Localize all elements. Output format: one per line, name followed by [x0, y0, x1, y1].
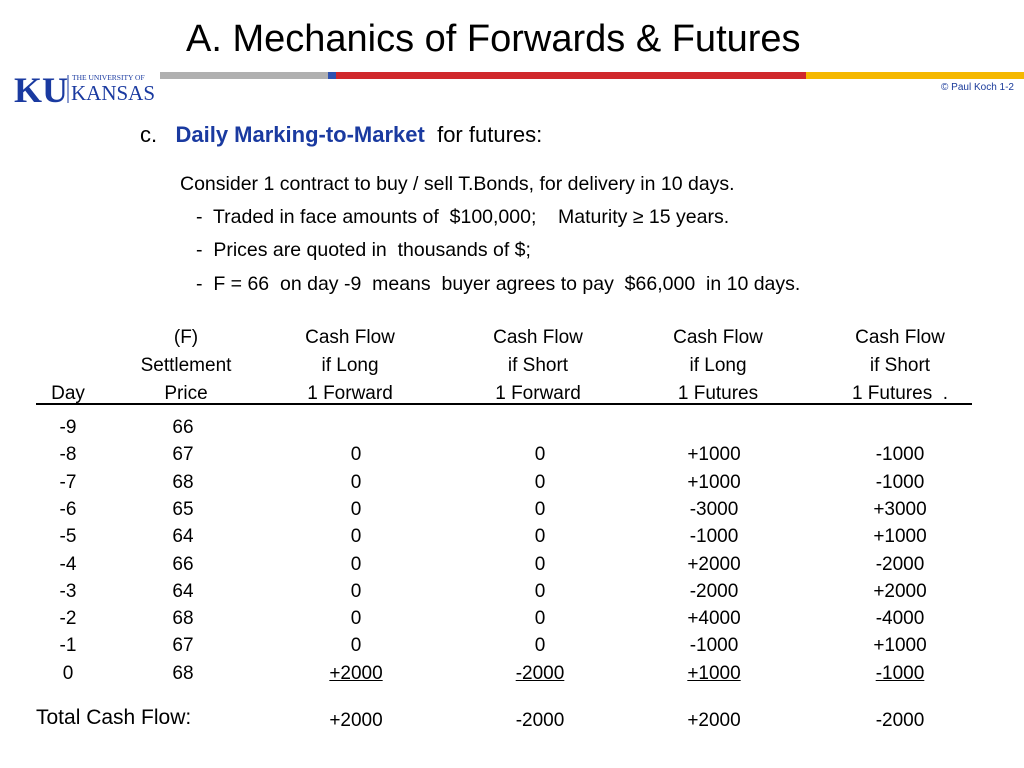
- ku-logo-line2: KANSAS: [71, 81, 154, 105]
- cell-day: -9: [59, 417, 77, 438]
- section-heading: c. Daily Marking-to-Market for futures:: [140, 122, 542, 148]
- rule-yellow-segment: [806, 72, 1024, 79]
- cell-short-forward: 0: [534, 580, 546, 602]
- cell-price: 65: [172, 498, 194, 520]
- cell-short-forward: 0: [534, 608, 546, 630]
- header-price: Price: [164, 383, 208, 404]
- cell-day: -7: [59, 471, 77, 493]
- cell-short-forward: 0: [534, 526, 546, 548]
- cell-short-futures: +1000: [873, 526, 927, 548]
- cell-short-futures: -1000: [875, 662, 925, 684]
- cell-price: 64: [172, 526, 194, 548]
- cell-price: 67: [172, 635, 194, 657]
- cell-short-forward: -2000: [515, 662, 565, 684]
- rule-blue-segment: [328, 72, 336, 79]
- title-rule: [160, 72, 1024, 79]
- cell-long-futures: +1000: [687, 471, 741, 493]
- cell-short-forward: 0: [534, 498, 546, 520]
- total-short-forward: -2000: [515, 710, 565, 731]
- header-short-forward: if Short: [507, 355, 569, 376]
- header-long-futures: if Long: [689, 355, 747, 376]
- cell-long-forward: 0: [350, 526, 362, 548]
- cell-day: -3: [59, 580, 77, 602]
- section-highlight: Daily Marking-to-Market: [175, 122, 425, 147]
- cell-day: -2: [59, 608, 77, 630]
- ku-logo-mark: KU: [14, 70, 68, 107]
- header-short-forward: Cash Flow: [493, 327, 583, 348]
- cell-long-forward: 0: [350, 608, 362, 630]
- cell-long-futures: +4000: [687, 608, 741, 630]
- ku-logo: KU THE UNIVERSITY OF KANSAS: [14, 70, 154, 107]
- cell-short-forward: 0: [534, 471, 546, 493]
- cell-day: -6: [59, 498, 77, 520]
- cell-day: -5: [59, 526, 77, 548]
- total-long-futures: +2000: [687, 710, 741, 731]
- total-cash-flow-label: Total Cash Flow:: [36, 706, 192, 729]
- header-short-forward: 1 Forward: [495, 383, 581, 404]
- header-long-futures: 1 Futures: [677, 383, 759, 404]
- cell-short-futures: -1000: [875, 444, 925, 466]
- cell-day: -1: [59, 635, 77, 657]
- rule-gray-segment: [160, 72, 328, 79]
- header-long-futures: Cash Flow: [673, 327, 763, 348]
- header-price: Settlement: [140, 355, 232, 376]
- cell-long-forward: 0: [350, 635, 362, 657]
- cell-long-forward: 0: [350, 444, 362, 466]
- section-rest: for futures:: [424, 122, 543, 147]
- cell-long-futures: +1000: [687, 662, 741, 684]
- header-long-forward: if Long: [321, 355, 379, 376]
- header-price: (F): [173, 327, 199, 348]
- header-short-futures: 1 Futures .: [851, 383, 949, 404]
- total-long-forward: +2000: [329, 710, 383, 731]
- intro-bullet: - Prices are quoted in thousands of $;: [196, 239, 531, 261]
- cell-short-futures: +3000: [873, 498, 927, 520]
- cell-long-forward: 0: [350, 553, 362, 575]
- cell-price: 68: [172, 471, 194, 493]
- total-short-futures: -2000: [875, 710, 925, 731]
- cell-short-futures: -1000: [875, 471, 925, 493]
- slide-title: A. Mechanics of Forwards & Futures: [186, 18, 801, 60]
- section-letter: c.: [140, 122, 158, 147]
- header-long-forward: Cash Flow: [305, 327, 395, 348]
- cell-price: 68: [172, 608, 194, 630]
- cell-short-futures: +1000: [873, 635, 927, 657]
- cell-long-futures: +1000: [687, 444, 741, 466]
- cell-short-forward: 0: [534, 635, 546, 657]
- cell-long-futures: -1000: [689, 635, 739, 657]
- cell-price: 66: [172, 417, 194, 438]
- cell-long-forward: 0: [350, 498, 362, 520]
- cell-day: -8: [59, 444, 77, 466]
- cell-long-futures: -1000: [689, 526, 739, 548]
- header-long-forward: 1 Forward: [307, 383, 393, 404]
- cell-short-futures: -4000: [875, 608, 925, 630]
- cell-short-futures: +2000: [873, 580, 927, 602]
- intro-bullet: - Traded in face amounts of $100,000; Ma…: [196, 206, 730, 228]
- cell-long-futures: +2000: [687, 553, 741, 575]
- ku-logo-line1: THE UNIVERSITY OF: [72, 73, 145, 82]
- cell-long-forward: +2000: [329, 662, 383, 684]
- intro-line: Consider 1 contract to buy / sell T.Bond…: [180, 173, 735, 195]
- cell-day: 0: [62, 662, 74, 684]
- cell-price: 67: [172, 444, 194, 466]
- cell-short-futures: -2000: [875, 553, 925, 575]
- cell-price: 68: [172, 662, 194, 684]
- rule-red-segment: [336, 72, 806, 79]
- cell-long-forward: 0: [350, 471, 362, 493]
- copyright-credit: © Paul Koch 1-2: [941, 82, 1014, 93]
- cell-long-forward: 0: [350, 580, 362, 602]
- cell-day: -4: [59, 553, 77, 575]
- header-short-futures: if Short: [869, 355, 931, 376]
- cell-long-futures: -3000: [689, 498, 739, 520]
- cell-price: 66: [172, 553, 194, 575]
- header-underline: [36, 403, 972, 405]
- header-short-futures: Cash Flow: [855, 327, 945, 348]
- header-day: Day: [51, 383, 85, 404]
- cell-long-futures: -2000: [689, 580, 739, 602]
- intro-bullet: - F = 66 on day -9 means buyer agrees to…: [196, 273, 801, 295]
- cell-short-forward: 0: [534, 444, 546, 466]
- cell-price: 64: [172, 580, 194, 602]
- cell-short-forward: 0: [534, 553, 546, 575]
